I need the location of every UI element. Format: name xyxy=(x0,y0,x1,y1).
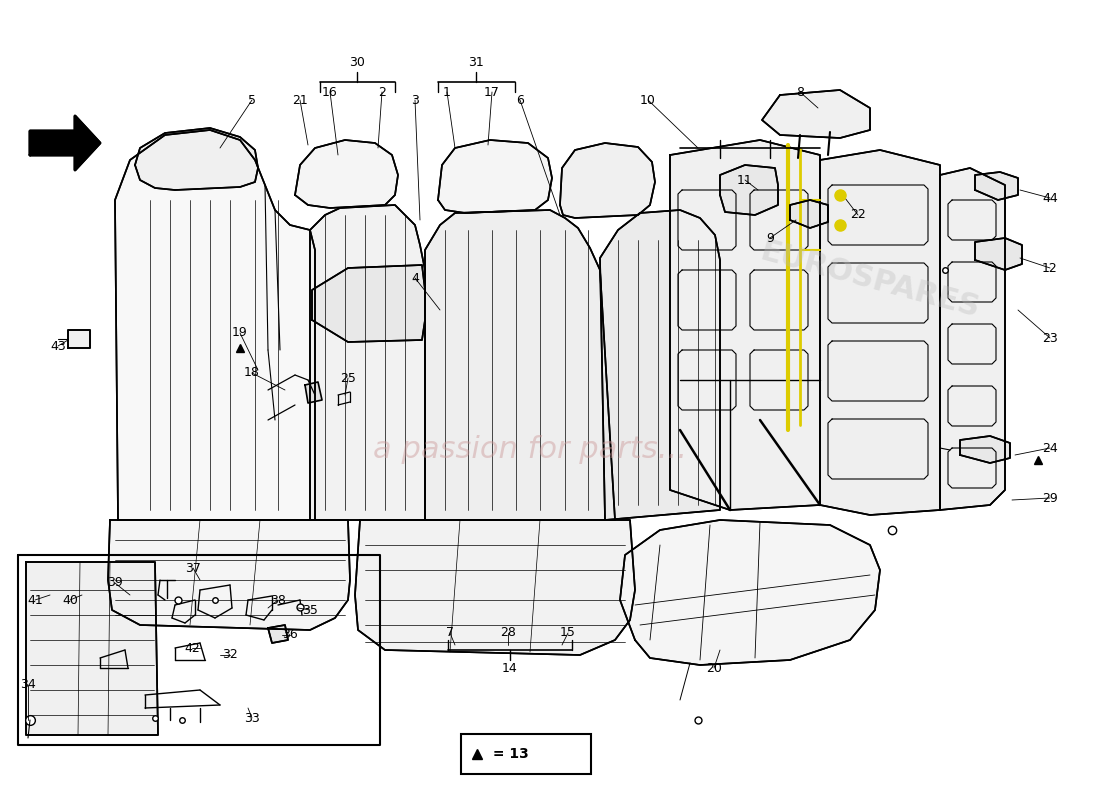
Polygon shape xyxy=(108,520,350,630)
Text: 6: 6 xyxy=(516,94,524,106)
Polygon shape xyxy=(940,168,1005,510)
Text: 5: 5 xyxy=(248,94,256,106)
Text: 20: 20 xyxy=(706,662,722,674)
Polygon shape xyxy=(620,520,880,665)
Text: 4: 4 xyxy=(411,271,419,285)
Polygon shape xyxy=(116,130,315,520)
Text: a passion for parts...: a passion for parts... xyxy=(373,435,688,465)
Text: 9: 9 xyxy=(766,231,774,245)
Text: 10: 10 xyxy=(640,94,656,106)
Text: 29: 29 xyxy=(1042,491,1058,505)
Text: 2: 2 xyxy=(378,86,386,98)
Text: 1: 1 xyxy=(443,86,451,98)
Text: 17: 17 xyxy=(484,86,499,98)
Text: 16: 16 xyxy=(322,86,338,98)
Polygon shape xyxy=(790,200,828,228)
Polygon shape xyxy=(26,562,158,735)
Text: 15: 15 xyxy=(560,626,576,639)
Polygon shape xyxy=(310,205,425,520)
Text: 7: 7 xyxy=(446,626,454,639)
Text: 33: 33 xyxy=(244,711,260,725)
Text: 38: 38 xyxy=(271,594,286,606)
Text: = 13: = 13 xyxy=(488,747,529,761)
Text: 19: 19 xyxy=(232,326,248,339)
Text: 21: 21 xyxy=(293,94,308,106)
Polygon shape xyxy=(560,143,654,218)
Text: 31: 31 xyxy=(469,55,484,69)
Polygon shape xyxy=(355,520,635,655)
Text: 3: 3 xyxy=(411,94,419,106)
Polygon shape xyxy=(268,625,288,643)
Text: 41: 41 xyxy=(28,594,43,606)
Polygon shape xyxy=(312,265,425,342)
Text: 40: 40 xyxy=(62,594,78,606)
Polygon shape xyxy=(975,172,1018,200)
Text: 14: 14 xyxy=(502,662,518,674)
Text: 44: 44 xyxy=(1042,191,1058,205)
Polygon shape xyxy=(820,150,940,515)
Polygon shape xyxy=(600,210,720,520)
Polygon shape xyxy=(670,140,820,510)
Text: 8: 8 xyxy=(796,86,804,98)
Text: 37: 37 xyxy=(185,562,201,574)
Polygon shape xyxy=(960,436,1010,463)
Text: 42: 42 xyxy=(184,642,200,654)
Text: 35: 35 xyxy=(302,603,318,617)
Polygon shape xyxy=(30,116,100,170)
Text: 23: 23 xyxy=(1042,331,1058,345)
Text: 43: 43 xyxy=(51,339,66,353)
Polygon shape xyxy=(305,382,322,403)
Polygon shape xyxy=(438,140,552,213)
FancyBboxPatch shape xyxy=(461,734,591,774)
Text: 32: 32 xyxy=(222,649,238,662)
Polygon shape xyxy=(425,210,615,520)
Text: EUROSPARES: EUROSPARES xyxy=(757,237,983,323)
Text: 30: 30 xyxy=(349,55,365,69)
Text: 36: 36 xyxy=(282,629,298,642)
Text: 11: 11 xyxy=(737,174,752,186)
Text: 18: 18 xyxy=(244,366,260,379)
Text: 24: 24 xyxy=(1042,442,1058,454)
Text: 39: 39 xyxy=(107,577,123,590)
Text: 22: 22 xyxy=(850,209,866,222)
Polygon shape xyxy=(762,90,870,138)
Text: 28: 28 xyxy=(500,626,516,639)
Text: 25: 25 xyxy=(340,371,356,385)
Polygon shape xyxy=(68,330,90,348)
Text: 34: 34 xyxy=(20,678,36,691)
Polygon shape xyxy=(975,238,1022,270)
Polygon shape xyxy=(135,128,258,190)
Polygon shape xyxy=(720,165,778,215)
Polygon shape xyxy=(295,140,398,208)
Text: 12: 12 xyxy=(1042,262,1058,274)
